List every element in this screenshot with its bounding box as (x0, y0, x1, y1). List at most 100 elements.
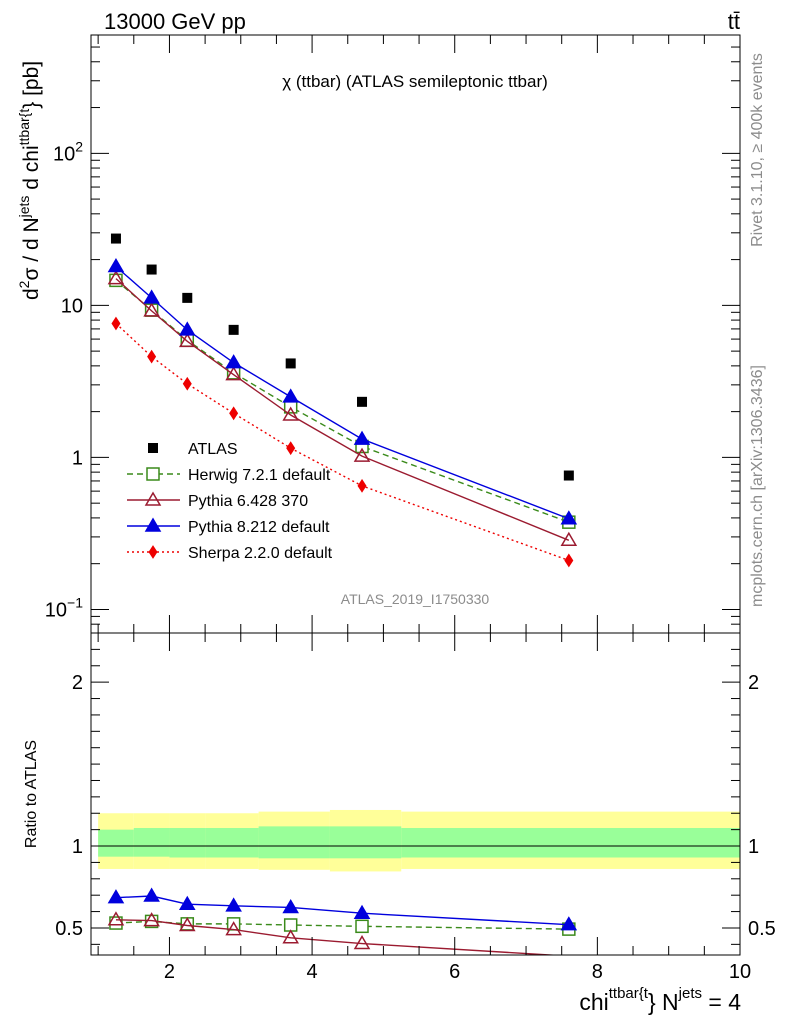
marker (146, 264, 157, 275)
ratio-line (115, 919, 562, 955)
legend-entry: ATLAS (148, 441, 238, 458)
band-stat (329, 826, 402, 859)
plot-title: χ (ttbar) (ATLAS semileptonic ttbar) (282, 72, 548, 91)
marker (146, 467, 160, 481)
legend-label: Sherpa 2.2.0 default (188, 545, 333, 562)
band-stat (401, 828, 740, 858)
ratio-y-tick-label: 2 (72, 672, 83, 694)
band-stat (169, 828, 206, 858)
marker (111, 316, 121, 331)
ratio-y-tick-label-right: 2 (748, 672, 759, 694)
ratio-y-tick-label-right: 0.5 (748, 918, 776, 940)
marker (107, 258, 125, 273)
marker (225, 366, 242, 381)
marker (182, 376, 192, 391)
header-right: tt̄ (728, 9, 740, 34)
marker (144, 491, 162, 506)
x-tick-label: 8 (592, 961, 603, 983)
marker (229, 406, 239, 421)
marker (143, 912, 160, 927)
main-series (107, 233, 578, 568)
series-pythia-6-428-370 (107, 270, 578, 547)
legend-entry: Pythia 8.212 default (127, 517, 330, 536)
legend-entry: Pythia 6.428 370 (127, 491, 308, 510)
main-x-ticks (97, 35, 741, 633)
legend-label: ATLAS (188, 441, 238, 458)
marker (182, 292, 193, 303)
legend-label: Pythia 8.212 default (188, 519, 330, 536)
marker (148, 443, 158, 453)
marker (564, 553, 574, 568)
ratio-y-tick-label-right: 1 (748, 836, 759, 858)
main-y-axis: 10−1 1 10 102 (45, 34, 740, 634)
ratio-y-axis-label: Ratio to ATLAS (23, 740, 40, 848)
ratio-y-tick-label: 0.5 (55, 918, 83, 940)
legend-entry: Herwig 7.2.1 default (127, 467, 331, 484)
marker (143, 887, 160, 902)
main-panel: 10−1 1 10 102 χ (ttbar) (ATLAS semileptonic… (16, 34, 741, 634)
analysis-id: ATLAS_2019_I1750330 (341, 591, 490, 607)
marker (353, 904, 371, 919)
marker (178, 895, 196, 910)
series-atlas (110, 233, 574, 481)
ratio-series-pythia-8-212-default (107, 887, 578, 931)
band-stat (205, 828, 259, 858)
y-tick-label: 10−1 (45, 594, 83, 621)
header-left: 13000 GeV pp (104, 9, 246, 34)
y-tick-label: 1 (72, 447, 83, 469)
marker (144, 517, 162, 532)
legend-label: Herwig 7.2.1 default (188, 467, 331, 484)
marker (357, 478, 367, 493)
ratio-series-herwig-7-2-1-default (109, 914, 576, 936)
x-tick-label: 2 (164, 961, 175, 983)
marker (178, 917, 196, 932)
ratio-y-axis: 0.5 0.5 1 1 2 2 (55, 648, 776, 945)
marker (560, 531, 578, 547)
marker (286, 441, 296, 456)
ratio-bands (98, 809, 740, 872)
series-line (115, 322, 570, 562)
band-stat (258, 826, 330, 859)
x-tick-label: 10 (729, 961, 751, 983)
marker (225, 354, 242, 369)
x-tick-label: 4 (307, 961, 318, 983)
marker (353, 935, 371, 950)
marker (353, 447, 371, 462)
rivet-version-label: Rivet 3.1.10, ≥ 400k events (749, 53, 766, 247)
ratio-x-axis: 2 4 6 8 10 (97, 633, 751, 983)
legend-entry: Sherpa 2.2.0 default (127, 545, 333, 562)
x-axis-label: chittbar{t} Njets = 4 (579, 985, 741, 1015)
marker (143, 289, 160, 304)
band-stat (133, 828, 170, 857)
series-line (115, 266, 570, 520)
marker (357, 396, 368, 407)
series-pythia-8-212-default (107, 258, 578, 525)
ratio-frame (90, 632, 741, 956)
marker (355, 919, 369, 934)
marker (283, 918, 298, 932)
marker (110, 233, 121, 244)
y-tick-label: 102 (53, 138, 83, 165)
series-herwig-7-2-1-default (109, 273, 576, 529)
marker (282, 388, 299, 403)
marker (143, 302, 160, 317)
series-line (115, 278, 570, 541)
marker (563, 470, 574, 481)
marker (148, 545, 158, 559)
ratio-panel: 0.5 0.5 1 1 2 2 2 4 6 8 10 Ratio to ATLAS chittba… (23, 632, 776, 1015)
ratio-series-pythia-6-428-370 (107, 911, 562, 955)
marker (282, 406, 299, 421)
mcplots-label: mcplots.cern.ch [arXiv:1306.3436] (749, 365, 766, 607)
main-y-axis-label: d2σ / d Njets d chittbar{t} [pb] (16, 61, 43, 300)
marker (282, 898, 299, 914)
marker (178, 332, 196, 348)
marker (225, 897, 242, 912)
marker (107, 270, 125, 285)
legend: ATLAS Herwig 7.2.1 default Pythia 6.428 37… (127, 441, 333, 562)
marker (107, 911, 125, 926)
band-stat (98, 829, 134, 857)
marker (107, 889, 125, 904)
marker (560, 510, 578, 525)
series-sherpa-2-2-0-default (111, 316, 574, 568)
